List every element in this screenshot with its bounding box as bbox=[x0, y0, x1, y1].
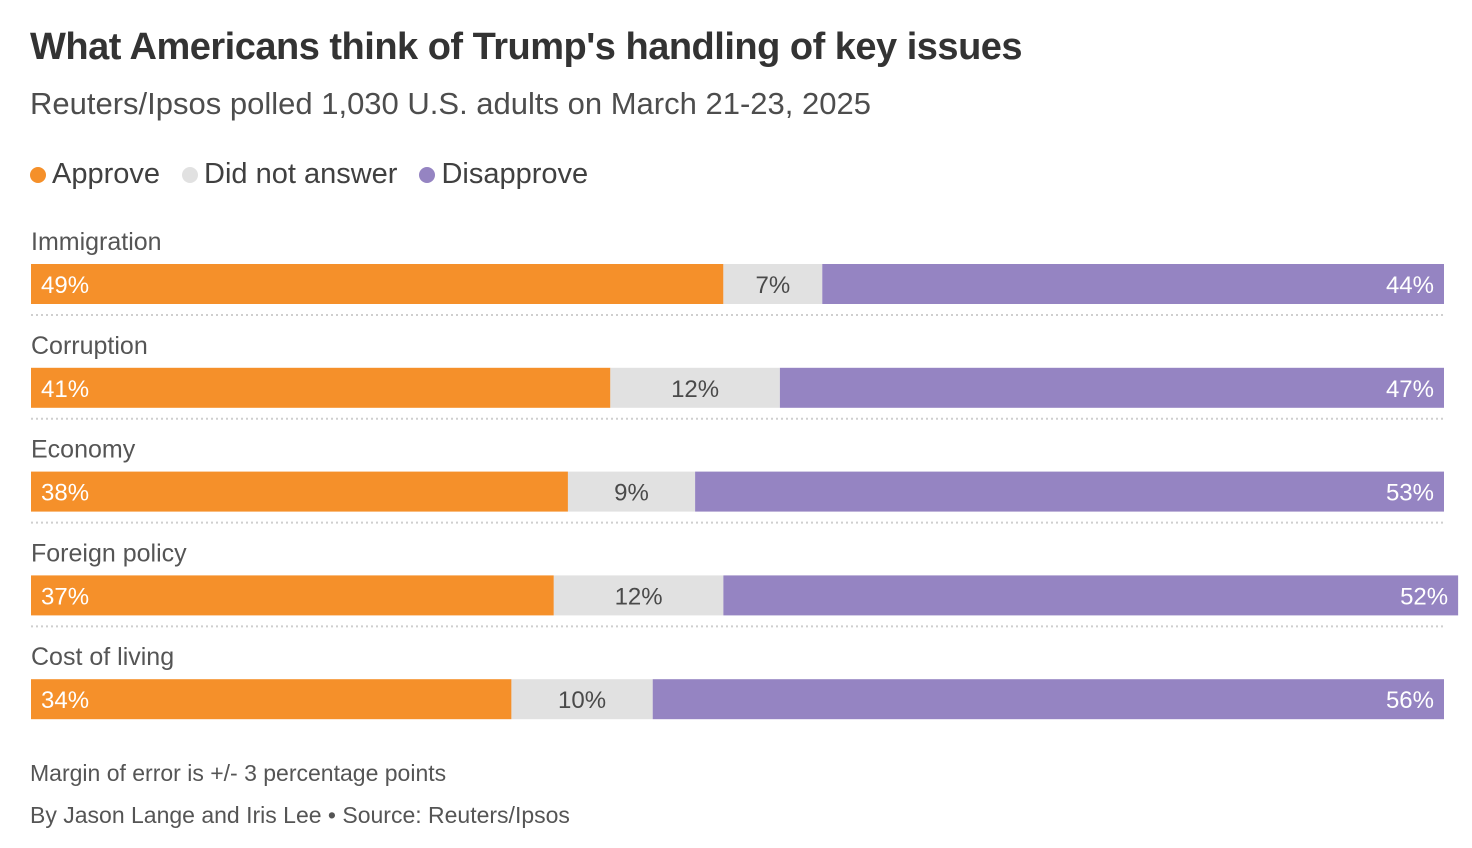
data-label: 47% bbox=[1386, 376, 1434, 403]
category-label: Corruption bbox=[31, 332, 148, 360]
legend-item-disapprove: Disapprove bbox=[419, 158, 588, 191]
category-label: Economy bbox=[31, 436, 136, 464]
data-label: 38% bbox=[41, 480, 89, 507]
category-label: Immigration bbox=[31, 228, 162, 256]
bar-segment bbox=[779, 367, 1444, 408]
data-label: 52% bbox=[1400, 583, 1448, 610]
bar-segment bbox=[695, 471, 1444, 512]
footer-credit: By Jason Lange and Iris Lee • Source: Re… bbox=[30, 802, 570, 828]
legend-item-did-not-answer: Did not answer bbox=[182, 158, 397, 191]
bar-segment bbox=[723, 264, 823, 304]
data-label: 9% bbox=[614, 480, 649, 507]
category-label: Foreign policy bbox=[31, 539, 187, 567]
data-label: 34% bbox=[41, 687, 89, 714]
bar-segment bbox=[723, 575, 1459, 616]
legend-label: Approve bbox=[52, 158, 161, 190]
data-label: 44% bbox=[1386, 272, 1434, 299]
bar-segment bbox=[610, 367, 780, 408]
legend-dot-icon bbox=[182, 166, 199, 183]
bar-segment bbox=[652, 679, 1444, 720]
data-label: 7% bbox=[755, 272, 790, 299]
legend-item-approve: Approve bbox=[30, 158, 160, 191]
footer-note: Margin of error is +/- 3 percentage poin… bbox=[30, 760, 447, 786]
bar-segment bbox=[567, 471, 696, 512]
bar-segment bbox=[31, 367, 611, 408]
data-label: 56% bbox=[1386, 687, 1434, 714]
legend-label: Disapprove bbox=[441, 158, 589, 190]
data-label: 49% bbox=[41, 272, 89, 299]
data-label: 10% bbox=[558, 687, 606, 714]
bar-segment bbox=[511, 679, 653, 720]
chart-title: What Americans think of Trump's handling… bbox=[30, 26, 1023, 68]
bar-segment bbox=[31, 264, 724, 304]
chart-subtitle: Reuters/Ipsos polled 1,030 U.S. adults o… bbox=[30, 86, 871, 121]
legend-label: Did not answer bbox=[204, 158, 398, 190]
bar-segment bbox=[31, 575, 554, 616]
bar-segment bbox=[553, 575, 724, 616]
category-label: Cost of living bbox=[31, 643, 174, 671]
stacked-bar-chart: Immigration 49% 7% 44% Corruption 41% 12% 47% Ec… bbox=[31, 228, 1459, 720]
legend-dot-icon bbox=[30, 166, 46, 183]
bar-segment bbox=[31, 679, 512, 720]
data-label: 12% bbox=[615, 583, 663, 610]
legend-dot-icon bbox=[419, 166, 436, 183]
data-label: 12% bbox=[671, 376, 719, 403]
bar-segment bbox=[822, 264, 1444, 304]
data-label: 37% bbox=[41, 583, 89, 610]
data-label: 53% bbox=[1386, 480, 1434, 507]
bar-segment bbox=[31, 471, 568, 512]
data-label: 41% bbox=[41, 376, 89, 403]
legend: Approve Did not answer Disapprove bbox=[30, 158, 610, 191]
